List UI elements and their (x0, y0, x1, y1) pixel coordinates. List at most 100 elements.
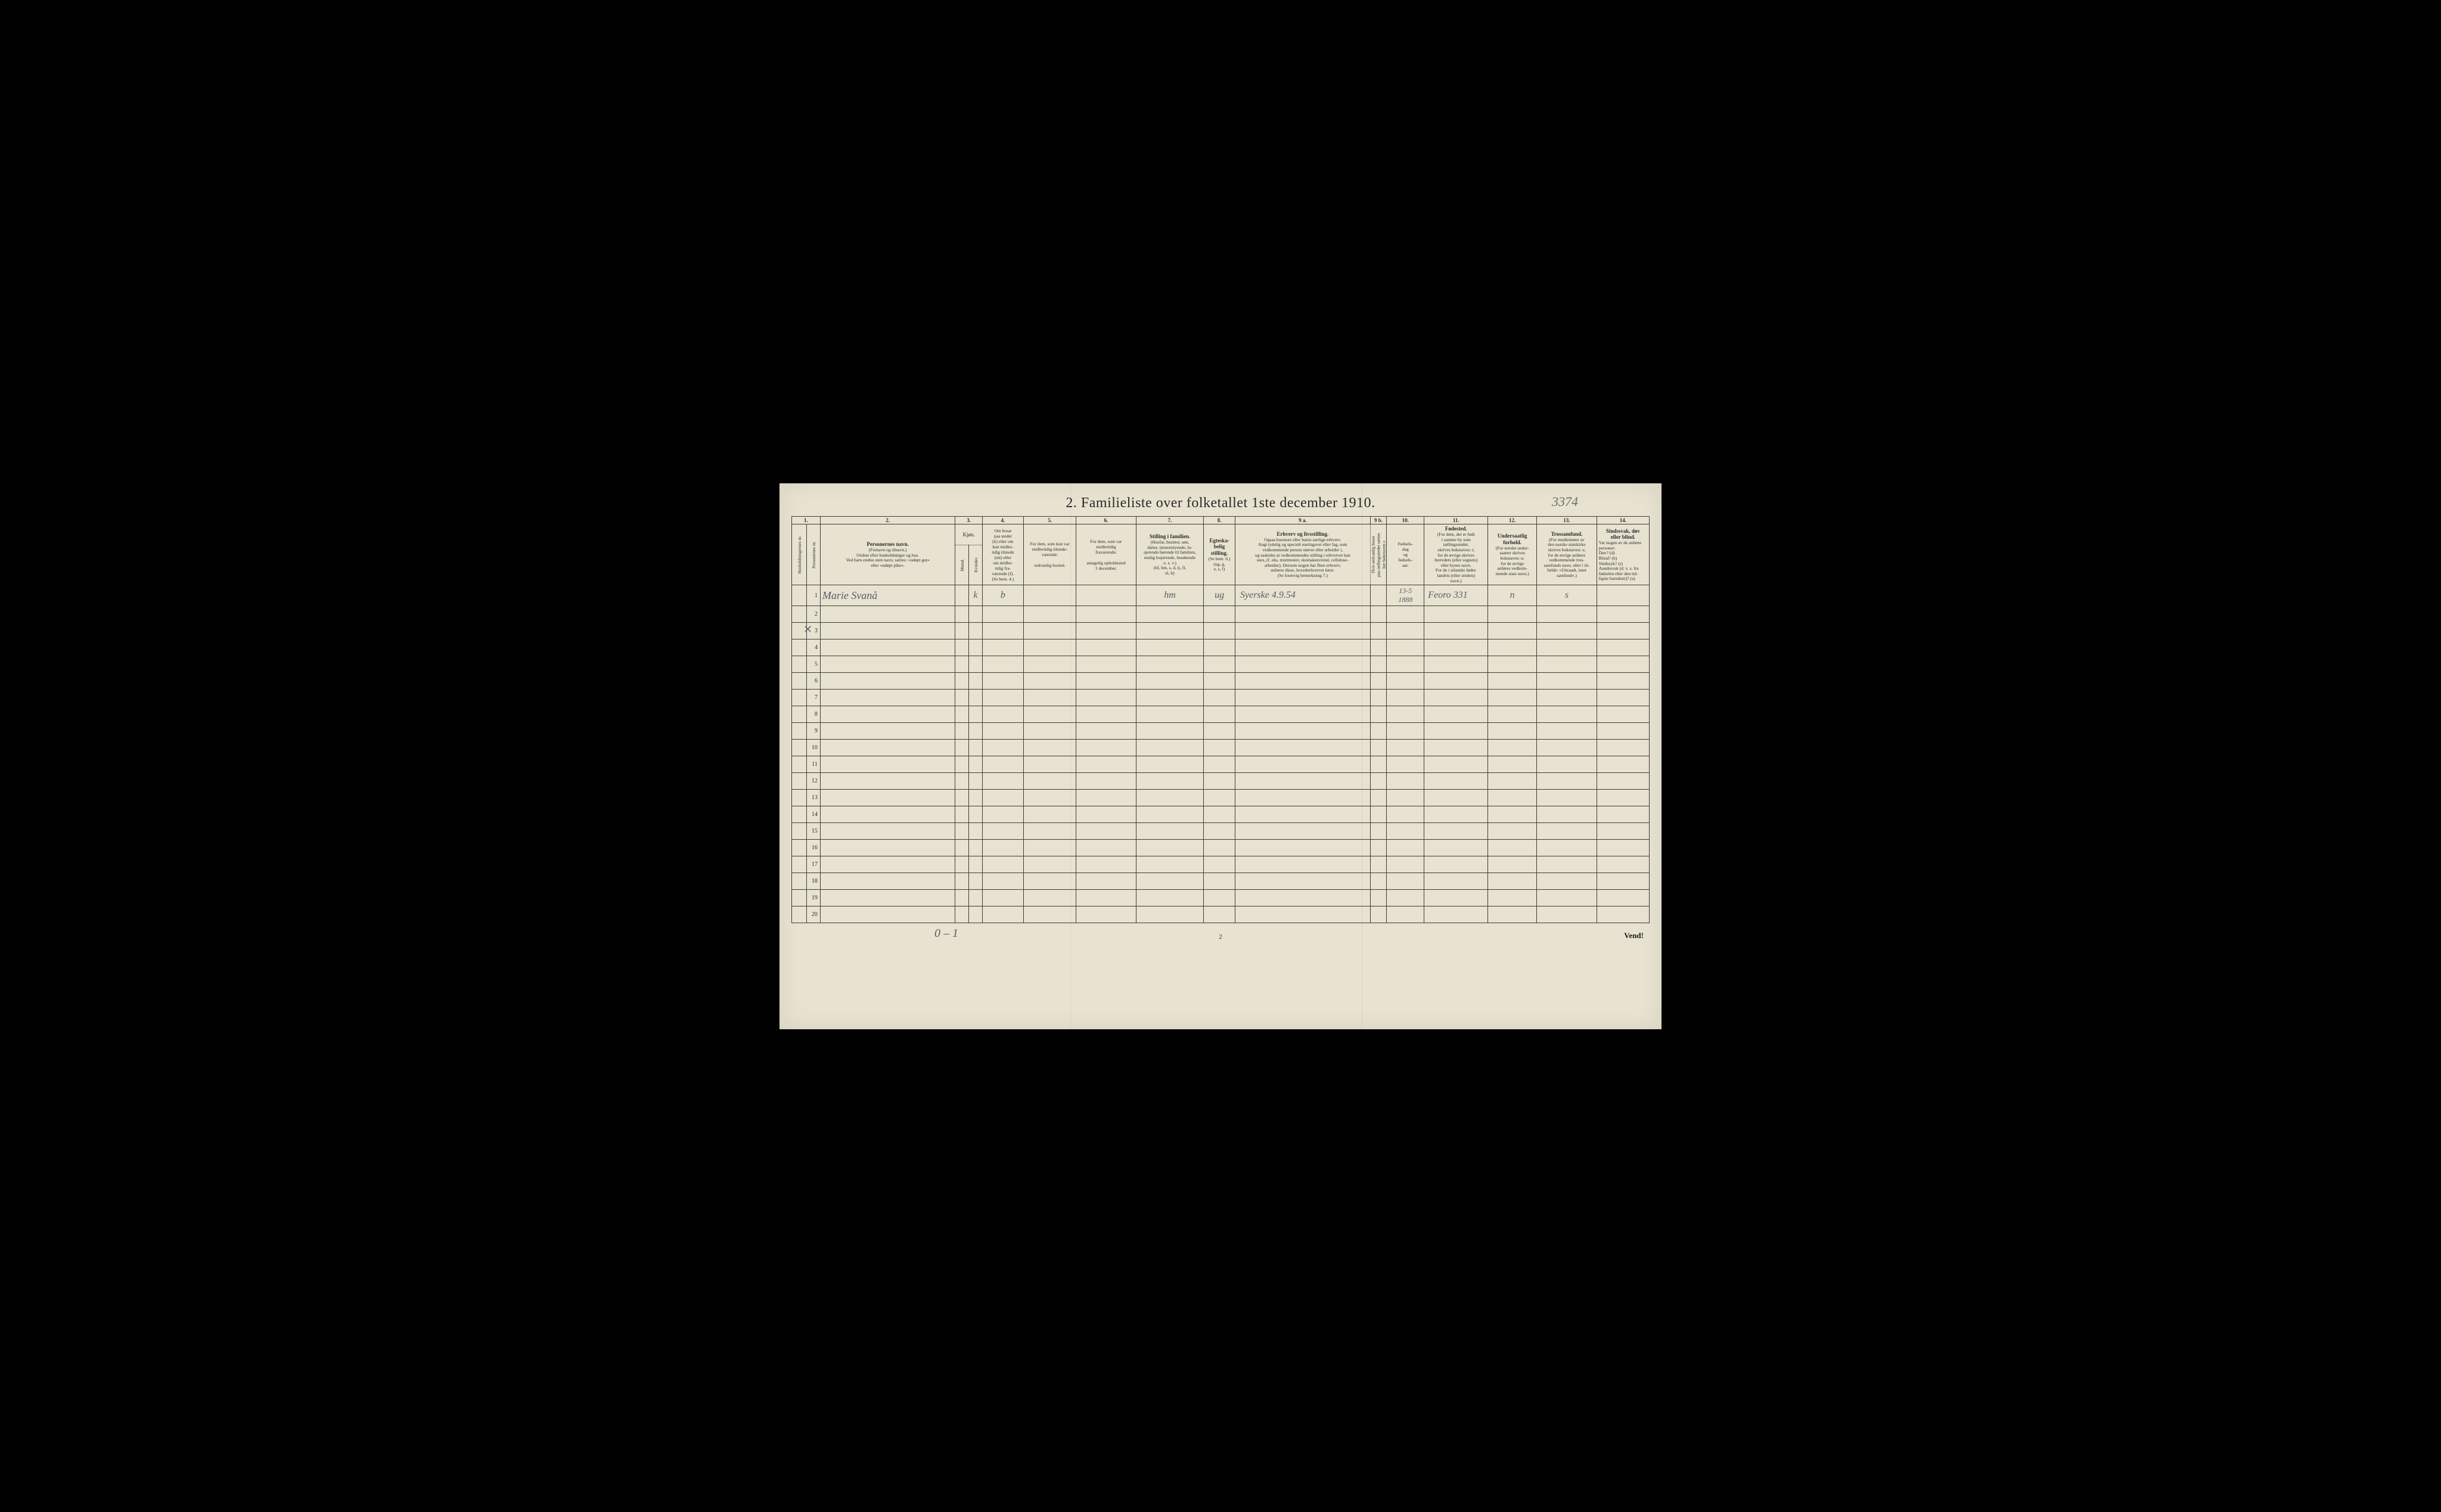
cell-c6 (1076, 890, 1136, 906)
hdr-3-m: Mænd. (955, 545, 969, 585)
cell-c9a: Syerske 4.9.54 (1235, 585, 1371, 606)
cell-c9b (1370, 840, 1387, 856)
cell-rownum: 4 (807, 639, 821, 656)
cell-c10 (1387, 740, 1424, 756)
hdr-14: Sindssvak, døv eller blind. Var nogen av… (1597, 524, 1649, 585)
cell-c14 (1597, 585, 1649, 606)
hdr-12-title: Undersaatlig forhold. (1490, 533, 1535, 546)
cell-k: k (969, 585, 983, 606)
cell-c4 (982, 706, 1023, 723)
cell-m (955, 606, 969, 623)
cell-c7 (1136, 790, 1203, 806)
cell-c5 (1024, 690, 1076, 706)
cell-c5 (1024, 756, 1076, 773)
cell-c7 (1136, 856, 1203, 873)
cell-c12 (1488, 606, 1537, 623)
cell-c9b (1370, 623, 1387, 639)
table-row: 7 (792, 690, 1650, 706)
cell-rownum: 12 (807, 773, 821, 790)
cell-c9a (1235, 606, 1371, 623)
cell-c9a (1235, 623, 1371, 639)
cell-name (820, 673, 955, 690)
cell-c8 (1204, 656, 1235, 673)
cell-c9b (1370, 606, 1387, 623)
cell-c4 (982, 873, 1023, 890)
cell-c14 (1597, 856, 1649, 873)
table-row: 13 (792, 790, 1650, 806)
cell-c7 (1136, 723, 1203, 740)
cell-k (969, 806, 983, 823)
cell-c9a (1235, 790, 1371, 806)
table-row: 10 (792, 740, 1650, 756)
cell-c14 (1597, 840, 1649, 856)
table-body: 1Marie SvanåkbhmugSyerske 4.9.5413-5 188… (792, 585, 1650, 923)
cell-c4 (982, 656, 1023, 673)
cell-m (955, 639, 969, 656)
cell-c9b (1370, 906, 1387, 923)
cell-c7 (1136, 639, 1203, 656)
cell-c4 (982, 723, 1023, 740)
cell-c9a (1235, 723, 1371, 740)
cell-name (820, 873, 955, 890)
cell-c13 (1537, 673, 1597, 690)
title-row: 2. Familieliste over folketallet 1ste de… (791, 495, 1650, 511)
cell-c12 (1488, 623, 1537, 639)
cell-c6 (1076, 690, 1136, 706)
cell-c8 (1204, 623, 1235, 639)
colnum-11: 11. (1424, 516, 1488, 524)
cell-k (969, 773, 983, 790)
footer-row: 0 – 1 2 Vend! (791, 927, 1650, 940)
cell-c13 (1537, 623, 1597, 639)
footer-left-annotation: 0 – 1 (934, 927, 958, 940)
colnum-13: 13. (1537, 516, 1597, 524)
cell-c10 (1387, 823, 1424, 840)
cell-m (955, 906, 969, 923)
cell-m (955, 623, 969, 639)
cell-c5 (1024, 840, 1076, 856)
cell-c10 (1387, 756, 1424, 773)
cell-name (820, 890, 955, 906)
table-row: 8 (792, 706, 1650, 723)
cell-c7 (1136, 873, 1203, 890)
colnum-9a: 9 a. (1235, 516, 1371, 524)
cell-m (955, 890, 969, 906)
cell-c9b (1370, 740, 1387, 756)
cell-c10 (1387, 890, 1424, 906)
cell-c11 (1424, 806, 1488, 823)
cell-name (820, 906, 955, 923)
cell-c10 (1387, 906, 1424, 923)
cell-rownum: 2 (807, 606, 821, 623)
cell-c11 (1424, 606, 1488, 623)
cell-c9b (1370, 585, 1387, 606)
cell-c13 (1537, 756, 1597, 773)
cell-c12 (1488, 890, 1537, 906)
cell-c5 (1024, 873, 1076, 890)
hdr-11-body: (For dem, der er født i samme by som tæl… (1426, 532, 1486, 583)
cell-c11 (1424, 856, 1488, 873)
cell-c12 (1488, 790, 1537, 806)
cell-hh (792, 840, 807, 856)
cell-c6 (1076, 623, 1136, 639)
cell-c7 (1136, 623, 1203, 639)
cell-m (955, 773, 969, 790)
cell-c6 (1076, 823, 1136, 840)
cell-c10 (1387, 673, 1424, 690)
cell-c7 (1136, 906, 1203, 923)
cell-rownum: 6 (807, 673, 821, 690)
cell-hh (792, 740, 807, 756)
table-row: 17 (792, 856, 1650, 873)
cell-k (969, 673, 983, 690)
cell-c10: 13-5 1888 (1387, 585, 1424, 606)
cell-c4 (982, 840, 1023, 856)
cell-c13 (1537, 690, 1597, 706)
cell-hh (792, 890, 807, 906)
cell-rownum: 20 (807, 906, 821, 923)
cell-m (955, 673, 969, 690)
cell-c5 (1024, 773, 1076, 790)
cell-c4 (982, 856, 1023, 873)
cell-c14 (1597, 706, 1649, 723)
cell-k (969, 606, 983, 623)
cell-c5 (1024, 723, 1076, 740)
hdr-8-title: Egteska- belig stilling. (1206, 538, 1233, 557)
cell-name (820, 606, 955, 623)
